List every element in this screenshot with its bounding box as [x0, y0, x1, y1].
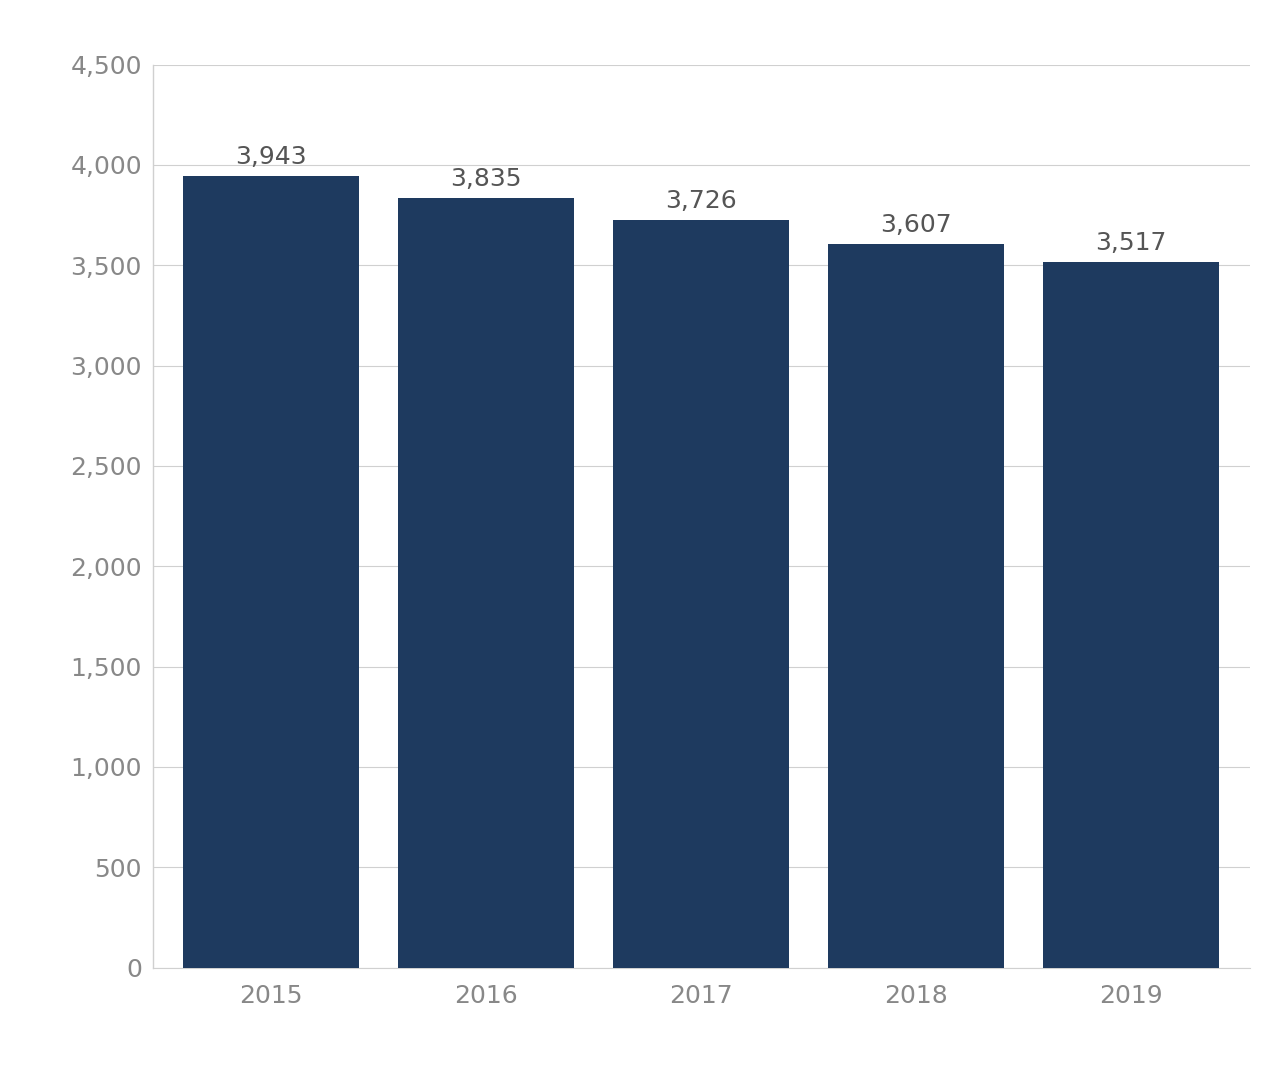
Bar [1043, 261, 1219, 968]
Bar [613, 219, 789, 968]
Text: 3,607: 3,607 [881, 213, 952, 236]
Bar [827, 244, 1005, 968]
Text: 3,835: 3,835 [450, 167, 521, 191]
Text: 3,943: 3,943 [236, 145, 307, 169]
Text: 3,726: 3,726 [666, 189, 737, 213]
Bar [184, 176, 360, 968]
Bar [398, 198, 575, 967]
Text: 3,517: 3,517 [1095, 231, 1167, 255]
